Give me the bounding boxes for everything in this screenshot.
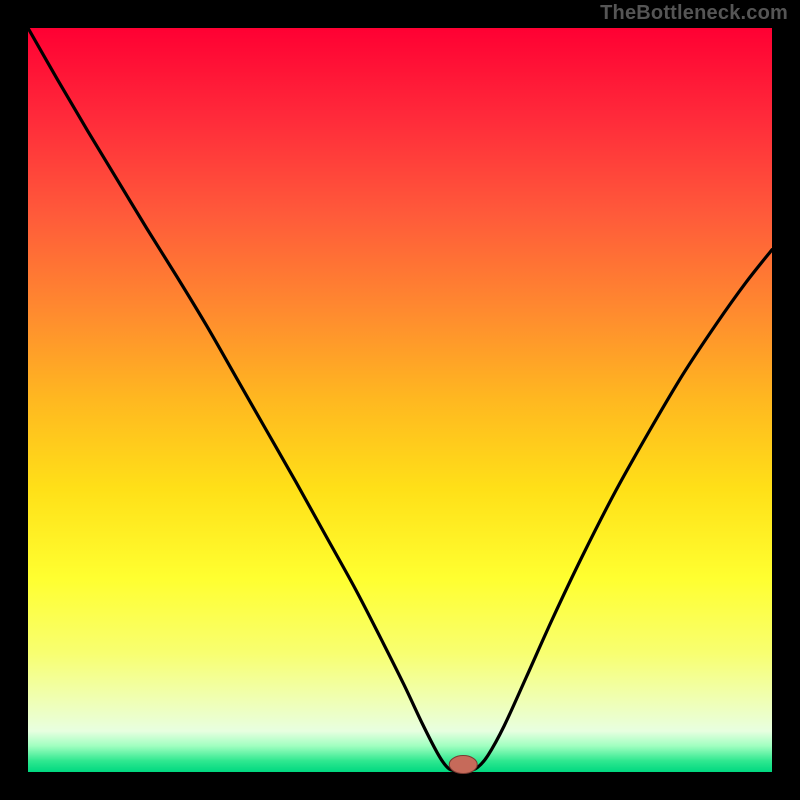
bottleneck-chart bbox=[0, 0, 800, 800]
sweet-spot-marker bbox=[449, 756, 477, 774]
chart-container: TheBottleneck.com bbox=[0, 0, 800, 800]
plot-background bbox=[28, 28, 772, 772]
watermark-text: TheBottleneck.com bbox=[600, 2, 788, 25]
